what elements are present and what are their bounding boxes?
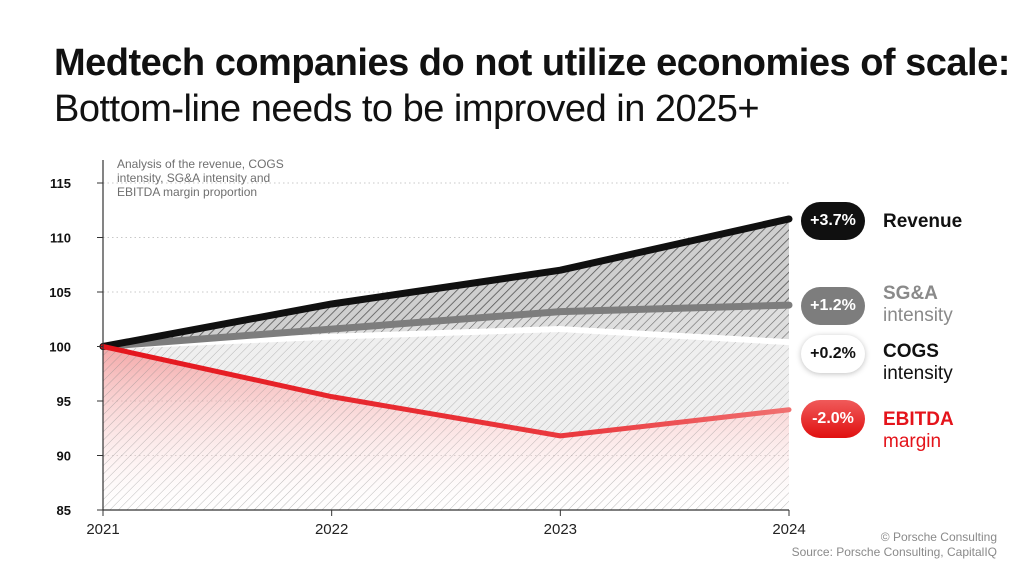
series-line-sg-a-intensity bbox=[99, 301, 793, 350]
area-ebitda-hatch bbox=[103, 346, 789, 510]
y-tick-115: 115 bbox=[50, 176, 71, 191]
y-tick-95: 95 bbox=[57, 394, 71, 409]
cogs-badge: +0.2% bbox=[801, 335, 865, 373]
cogs-label: COGS intensity bbox=[883, 341, 953, 385]
ebitda-label: EBITDA margin bbox=[883, 409, 954, 453]
title-light: Bottom-line needs to be improved in 2025… bbox=[54, 88, 760, 130]
ebitda-badge: -2.0% bbox=[801, 400, 865, 438]
series-line-ebitda-margin bbox=[100, 344, 792, 439]
sga-label-line1: SG&A bbox=[883, 283, 938, 304]
areas bbox=[103, 218, 789, 510]
cogs-label-line2: intensity bbox=[883, 363, 953, 384]
source-note: Source: Porsche Consulting, CapitalIQ bbox=[791, 545, 997, 559]
ebitda-label-line2: margin bbox=[883, 431, 942, 452]
sga-badge: +1.2% bbox=[801, 287, 865, 325]
y-tick-110: 110 bbox=[50, 231, 71, 246]
x-tick-2024: 2024 bbox=[772, 521, 805, 538]
series-line-revenue bbox=[99, 215, 793, 350]
credits: © Porsche Consulting Source: Porsche Con… bbox=[792, 530, 997, 560]
cogs-label-line1: COGS bbox=[883, 341, 939, 362]
axes: 115 110 105 100 95 90 85 2021 2022 2023 2024 bbox=[49, 160, 806, 538]
y-tick-105: 105 bbox=[49, 285, 71, 300]
revenue-badge: +3.7% bbox=[801, 202, 865, 240]
y-tick-85: 85 bbox=[57, 503, 71, 518]
title-bold: Medtech companies do not utilize economi… bbox=[54, 42, 1010, 84]
copyright: © Porsche Consulting bbox=[880, 530, 997, 544]
area-cogs-ebitda bbox=[103, 329, 789, 436]
series-line-cogs-intensity bbox=[100, 326, 792, 350]
x-tick-2022: 2022 bbox=[315, 521, 348, 538]
analysis-note: Analysis of the revenue, COGS intensity,… bbox=[117, 157, 284, 199]
ebitda-label-line1: EBITDA bbox=[883, 409, 954, 430]
series-lines bbox=[99, 215, 793, 439]
revenue-label-line1: Revenue bbox=[883, 211, 963, 232]
x-tick-2023: 2023 bbox=[544, 521, 577, 538]
sga-label-line2: intensity bbox=[883, 305, 953, 326]
x-tick-2021: 2021 bbox=[86, 521, 119, 538]
chart-title: Medtech companies do not utilize economi… bbox=[54, 40, 1035, 132]
y-tick-100: 100 bbox=[49, 340, 71, 355]
sga-label: SG&A intensity bbox=[883, 283, 953, 327]
y-tick-90: 90 bbox=[57, 449, 71, 464]
revenue-label: Revenue bbox=[883, 211, 962, 233]
